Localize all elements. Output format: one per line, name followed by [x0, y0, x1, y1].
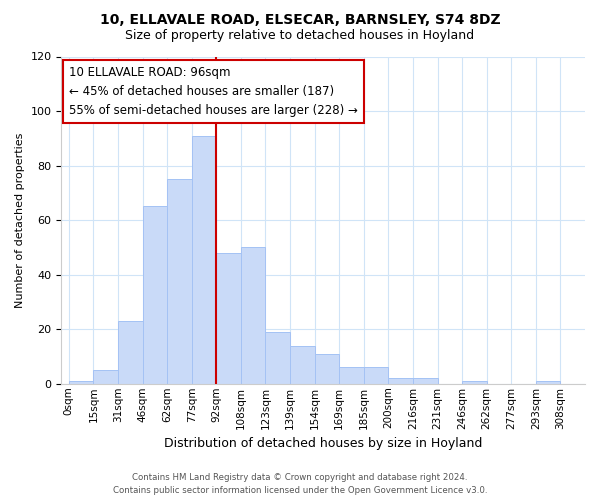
- X-axis label: Distribution of detached houses by size in Hoyland: Distribution of detached houses by size …: [164, 437, 482, 450]
- Y-axis label: Number of detached properties: Number of detached properties: [15, 132, 25, 308]
- Bar: [339, 368, 364, 384]
- Bar: [314, 354, 339, 384]
- Text: 10, ELLAVALE ROAD, ELSECAR, BARNSLEY, S74 8DZ: 10, ELLAVALE ROAD, ELSECAR, BARNSLEY, S7…: [100, 12, 500, 26]
- Bar: [216, 253, 241, 384]
- Bar: [462, 381, 487, 384]
- Text: Size of property relative to detached houses in Hoyland: Size of property relative to detached ho…: [125, 29, 475, 42]
- Text: Contains HM Land Registry data © Crown copyright and database right 2024.
Contai: Contains HM Land Registry data © Crown c…: [113, 474, 487, 495]
- Bar: [94, 370, 118, 384]
- Bar: [364, 368, 388, 384]
- Bar: [536, 381, 560, 384]
- Bar: [413, 378, 437, 384]
- Bar: [118, 321, 143, 384]
- Bar: [191, 136, 216, 384]
- Bar: [143, 206, 167, 384]
- Text: 10 ELLAVALE ROAD: 96sqm
← 45% of detached houses are smaller (187)
55% of semi-d: 10 ELLAVALE ROAD: 96sqm ← 45% of detache…: [69, 66, 358, 118]
- Bar: [265, 332, 290, 384]
- Bar: [241, 248, 265, 384]
- Bar: [69, 381, 94, 384]
- Bar: [167, 179, 191, 384]
- Bar: [388, 378, 413, 384]
- Bar: [290, 346, 314, 384]
